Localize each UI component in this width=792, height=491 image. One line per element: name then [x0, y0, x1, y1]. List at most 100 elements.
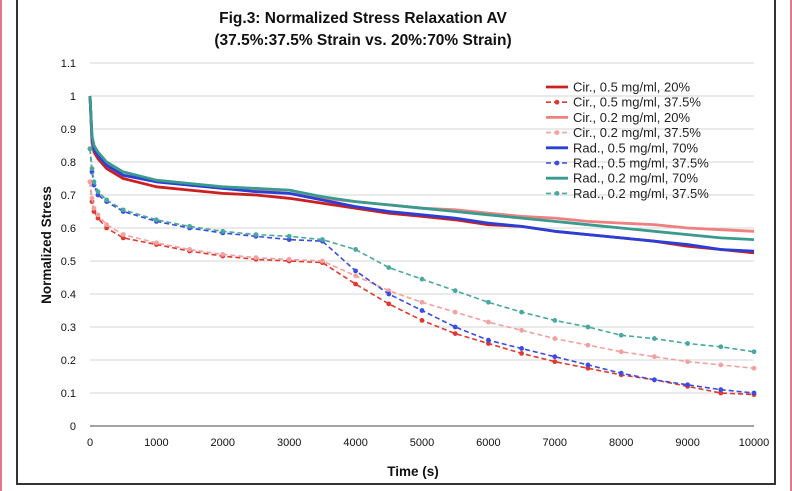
legend-label: Cir., 0.2 mg/ml, 37.5% — [573, 125, 701, 140]
data-point — [154, 240, 159, 246]
legend-label: Cir., 0.5 mg/ml, 20% — [573, 80, 690, 95]
y-tick-label: 0.6 — [61, 223, 76, 235]
data-point — [751, 349, 757, 355]
x-tick-label: 10000 — [739, 437, 770, 449]
data-point — [353, 273, 358, 279]
y-tick-label: 1.1 — [61, 58, 76, 70]
data-point — [187, 223, 193, 229]
y-tick-label: 0.3 — [61, 322, 76, 334]
data-point — [120, 232, 126, 238]
series-2 — [87, 179, 757, 398]
series-4 — [87, 179, 757, 371]
data-point — [552, 354, 558, 360]
data-point — [386, 265, 392, 270]
series-5 — [88, 95, 755, 253]
data-point — [652, 354, 657, 360]
data-point — [87, 179, 93, 185]
x-tick-label: 9000 — [675, 437, 699, 449]
x-tick-label: 7000 — [543, 437, 567, 449]
data-point — [91, 179, 97, 185]
data-point — [519, 351, 524, 356]
data-point — [253, 255, 259, 261]
data-point — [320, 237, 325, 242]
series-7 — [88, 95, 755, 241]
data-point — [386, 301, 392, 307]
data-point — [386, 288, 392, 294]
data-point — [519, 309, 524, 315]
data-point — [552, 359, 558, 365]
y-tick-label: 1 — [70, 91, 76, 103]
data-point — [187, 247, 193, 252]
data-point — [89, 166, 95, 172]
data-point — [419, 276, 425, 282]
data-point — [353, 268, 358, 274]
data-point — [286, 233, 292, 239]
data-point — [419, 318, 425, 323]
x-tick-label: 5000 — [410, 437, 434, 449]
data-point — [585, 342, 591, 348]
data-point — [652, 336, 657, 341]
data-point — [419, 299, 425, 305]
x-tick-label: 4000 — [343, 437, 367, 449]
legend: Cir., 0.5 mg/ml, 20%Cir., 0.5 mg/ml, 37.… — [546, 80, 709, 201]
legend-marker — [554, 99, 560, 105]
legend-marker — [554, 130, 560, 136]
series-layer — [87, 95, 757, 398]
data-point — [353, 247, 358, 252]
legend-entry: Rad., 0.2 mg/ml, 70% — [546, 171, 698, 186]
x-tick-label: 1000 — [144, 437, 168, 449]
data-point — [91, 205, 97, 211]
legend-entry: Rad., 0.5 mg/ml, 37.5% — [546, 156, 709, 171]
data-point — [486, 299, 491, 305]
data-point — [618, 370, 624, 376]
legend-label: Cir., 0.2 mg/ml, 20% — [573, 110, 690, 125]
data-point — [585, 365, 591, 371]
data-point — [751, 365, 757, 371]
data-point — [685, 359, 690, 365]
data-point — [519, 327, 524, 333]
data-point — [486, 341, 491, 346]
data-point — [486, 319, 491, 325]
chart-container: Fig.3: Normalized Stress Relaxation AV (… — [16, 0, 776, 485]
data-point — [95, 212, 101, 218]
data-point — [618, 332, 624, 338]
data-point — [419, 308, 425, 313]
data-point — [120, 235, 126, 241]
data-point — [89, 195, 95, 201]
data-point — [618, 349, 624, 355]
y-tick-label: 0.2 — [61, 355, 76, 367]
data-point — [685, 341, 690, 346]
x-tick-label: 6000 — [476, 437, 500, 449]
legend-marker — [554, 191, 560, 196]
series-line — [88, 95, 755, 253]
data-point — [320, 258, 325, 264]
data-point — [685, 382, 690, 388]
data-point — [253, 232, 259, 238]
x-tick-label: 8000 — [609, 437, 633, 449]
y-axis-title: Normalized Stress — [39, 186, 54, 304]
data-point — [104, 222, 109, 228]
y-tick-label: 0.7 — [61, 190, 76, 202]
legend-entry: Rad., 0.2 mg/ml, 37.5% — [546, 186, 709, 201]
data-point — [452, 309, 458, 315]
grid — [90, 62, 754, 394]
y-tick-label: 0.4 — [61, 289, 76, 301]
y-tick-label: 0.5 — [61, 256, 76, 268]
legend-entry: Cir., 0.5 mg/ml, 37.5% — [546, 95, 701, 110]
legend-label: Cir., 0.5 mg/ml, 37.5% — [573, 95, 701, 110]
x-tick-label: 3000 — [277, 437, 301, 449]
data-point — [585, 362, 591, 368]
y-tick-label: 0 — [70, 421, 76, 433]
data-point — [120, 207, 126, 213]
data-point — [87, 146, 93, 152]
legend-entry: Cir., 0.5 mg/ml, 20% — [546, 80, 690, 95]
data-point — [519, 346, 524, 351]
legend-entry: Cir., 0.2 mg/ml, 20% — [546, 110, 690, 125]
data-point — [486, 337, 491, 343]
series-line — [88, 95, 755, 241]
chart-svg: Fig.3: Normalized Stress Relaxation AV (… — [39, 10, 770, 479]
data-point — [95, 189, 101, 195]
data-point — [91, 209, 97, 214]
data-point — [154, 217, 159, 223]
